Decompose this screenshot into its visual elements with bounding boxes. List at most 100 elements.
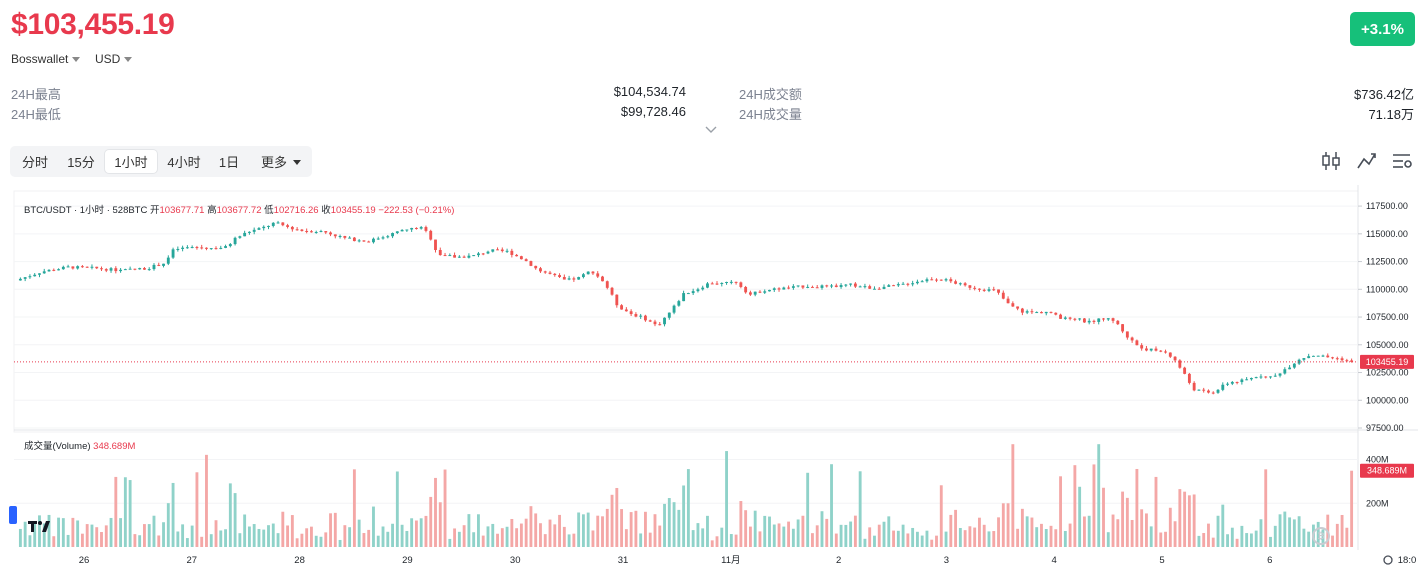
volume-bar [605, 508, 609, 547]
candle-body [548, 272, 552, 274]
candle-body [873, 288, 876, 290]
candle-body [61, 266, 65, 270]
volume-bar [896, 530, 900, 547]
volume-bar [357, 519, 361, 547]
volume-value: 71.18万 [1368, 107, 1414, 122]
candle-body [1340, 358, 1344, 361]
candle-body [1183, 367, 1187, 374]
currency-dropdown[interactable]: USD [95, 52, 133, 66]
candle-body [758, 291, 762, 293]
candle-body [701, 287, 705, 290]
candle-body [405, 229, 409, 231]
candle-body [104, 269, 108, 271]
watermark-logo: ₿ [1312, 527, 1330, 545]
candle-body [1211, 392, 1215, 394]
volume-bar [333, 512, 337, 547]
tab-15min[interactable]: 15分 [67, 155, 95, 170]
candle-body [1102, 318, 1105, 320]
x-axis-label: 3 [944, 555, 949, 566]
high-label: 24H最高 [11, 87, 61, 102]
candle-body [877, 288, 881, 290]
volume-bar [162, 522, 165, 547]
candle-body [281, 222, 285, 226]
candle-body [686, 293, 690, 295]
candle-body [777, 288, 781, 290]
candle-body [85, 266, 89, 268]
legend-open: 103677.71 [159, 205, 205, 216]
volume-bar [882, 521, 886, 547]
indicator-icon[interactable] [1356, 150, 1378, 172]
chart-legend: BTC/USDT · 1小时 · 528BTC 开103677.71 高1036… [24, 202, 454, 216]
axis-settings-icon [1383, 555, 1393, 565]
candlestick-chart[interactable]: 117500.00 115000.00 112500.00 110000.00 1075… [0, 185, 1418, 567]
candle-body [1097, 318, 1101, 322]
candle-body [605, 281, 609, 288]
candle-body [1187, 373, 1191, 383]
candle-body [524, 259, 528, 262]
volume-label: 24H成交量 [739, 107, 802, 122]
candle-body [419, 227, 423, 229]
volume-bar [839, 524, 843, 547]
legend-close: 103455.19 [330, 205, 376, 216]
candle-body [892, 285, 895, 287]
volume-bar [28, 535, 32, 547]
candle-body [28, 276, 32, 278]
volume-bar [1006, 503, 1010, 547]
candle-body [434, 239, 437, 250]
coin-icon: ₿ [1312, 527, 1330, 545]
tab-more[interactable]: 更多 [253, 150, 309, 173]
candle-body [247, 231, 251, 233]
tab-time-share[interactable]: 分时 [21, 155, 48, 170]
volume-bar [954, 509, 958, 547]
x-axis-label: 27 [187, 555, 198, 566]
volume-bar [973, 527, 977, 547]
volume-bar [853, 515, 857, 547]
volume-bar [920, 535, 924, 547]
candle-body [195, 247, 199, 249]
volume-bar [66, 534, 70, 547]
expand-chevron-icon[interactable] [705, 124, 717, 136]
candle-body [1016, 306, 1020, 309]
candle-body [1335, 358, 1339, 360]
candle-body [653, 321, 657, 325]
volume-bar [281, 511, 285, 547]
tab-more-label: 更多 [260, 155, 287, 170]
volume-bar [562, 526, 566, 547]
candle-body [997, 289, 1000, 293]
volume-bar [748, 526, 752, 547]
volume-bar [978, 517, 981, 547]
volume-bar [997, 517, 1000, 547]
candle-body [176, 248, 180, 250]
volume-bar [61, 518, 65, 547]
candle-body [696, 289, 700, 292]
side-panel-toggle[interactable] [9, 506, 17, 524]
tab-4hour[interactable]: 4小时 [167, 155, 201, 170]
candle-body [1312, 355, 1315, 357]
volume-bar [634, 510, 638, 547]
candlestick-settings-icon[interactable] [1320, 150, 1342, 172]
candle-body [486, 251, 490, 254]
tab-1hour[interactable]: 1小时 [105, 150, 157, 173]
current-price: $103,455.19 [11, 8, 175, 41]
candle-body [1030, 311, 1034, 313]
volume-bar [500, 528, 504, 547]
tab-1day[interactable]: 1日 [218, 155, 240, 170]
volume-bar [701, 528, 705, 547]
candle-body [577, 277, 581, 280]
volume-bar [820, 511, 824, 547]
candle-body [286, 225, 290, 227]
volume-bar [1111, 514, 1115, 547]
volume-bar [209, 534, 213, 547]
volume-bar [815, 525, 819, 547]
candle-body [424, 227, 428, 231]
volume-bar [1192, 494, 1196, 547]
volume-bar [1025, 516, 1029, 547]
candle-body [1040, 312, 1043, 314]
candle-body [1054, 312, 1058, 315]
volume-bar [682, 485, 686, 547]
volume-bar [629, 512, 633, 547]
volume-bar [372, 506, 375, 547]
chart-settings-icon[interactable] [1391, 150, 1413, 172]
source-dropdown[interactable]: Bosswallet [11, 52, 81, 66]
candle-body [539, 268, 542, 272]
